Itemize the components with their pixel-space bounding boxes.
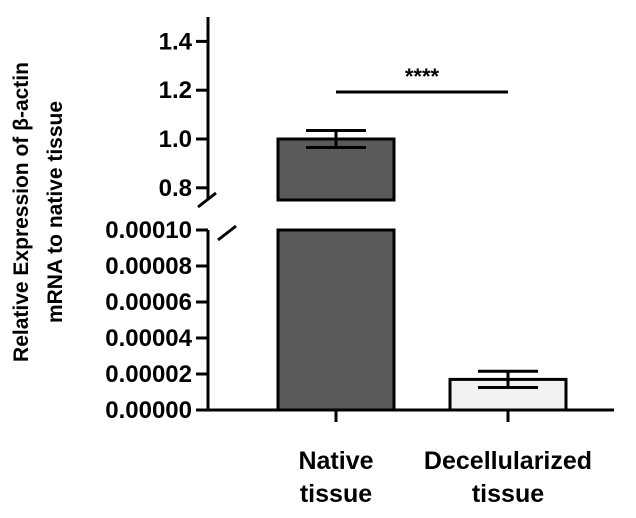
y-tick-label-upper: 1.0 xyxy=(159,126,192,153)
labels: 0.8 1.0 1.2 1.4 0.00000 0.00002 0.00004 0.00006… xyxy=(105,28,592,508)
y-tick-label-lower: 0.00004 xyxy=(105,325,192,352)
y-tick-label-lower: 0.00000 xyxy=(105,397,192,424)
axis-break-mark xyxy=(217,224,237,242)
x-category-label: Native xyxy=(298,447,373,475)
y-tick-label-lower: 0.00006 xyxy=(105,289,192,316)
bar xyxy=(276,137,396,202)
y-axis-title-line-1: Relative Expression of β-actin xyxy=(10,62,33,362)
significance-label: **** xyxy=(405,64,440,89)
y-axis-title: Relative Expression of β-actin mRNA to n… xyxy=(10,62,67,362)
axis-break-mark xyxy=(197,191,217,209)
bars xyxy=(276,90,568,412)
x-category-label: tissue xyxy=(300,480,372,508)
y-tick-label-lower: 0.00008 xyxy=(105,253,192,280)
x-category-label: Decellularized xyxy=(424,447,592,475)
y-tick-label-upper: 0.8 xyxy=(159,175,192,202)
y-tick-label-upper: 1.4 xyxy=(159,28,193,55)
y-axis-title-line-2: mRNA to native tissue xyxy=(44,101,67,323)
y-tick-label-lower: 0.00002 xyxy=(105,361,192,388)
x-category-label: tissue xyxy=(472,480,544,508)
y-tick-label-upper: 1.2 xyxy=(159,77,192,104)
y-tick-label-lower: 0.00010 xyxy=(105,217,192,244)
bar-segment-lower xyxy=(276,228,396,412)
